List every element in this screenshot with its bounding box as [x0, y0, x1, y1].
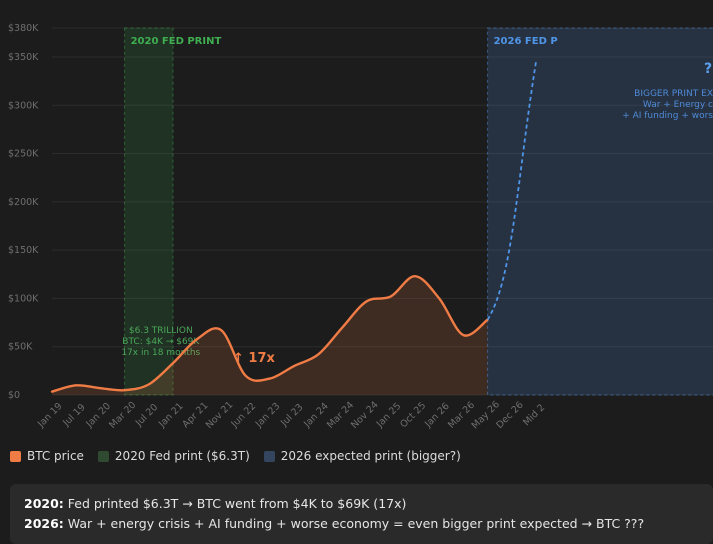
x-tick-label: Jan 26 — [422, 401, 452, 431]
y-tick-label: $50K — [8, 342, 33, 353]
band-2020-note-line: $6.3 TRILLION — [129, 326, 193, 336]
y-tick-label: $350K — [8, 52, 39, 63]
x-tick-label: Jul 19 — [60, 402, 87, 429]
legend-label-2026-print: 2026 expected print (bigger?) — [280, 449, 461, 463]
y-tick-label: $0 — [8, 390, 20, 401]
legend-swatch-2020-print — [97, 450, 109, 462]
y-tick-label: $150K — [8, 245, 39, 256]
legend-item-2020-print: 2020 Fed print ($6.3T) — [97, 449, 250, 463]
x-tick-label: Jul 23 — [278, 402, 305, 429]
band-2026-fed-print — [487, 27, 713, 396]
y-tick-label: $250K — [8, 149, 39, 160]
y-tick-label: $300K — [8, 100, 39, 111]
band-label-2020: 2020 FED PRINT — [131, 36, 222, 47]
band-2026-note-line: BIGGER PRINT EX — [634, 89, 713, 99]
x-tick-label: Oct 25 — [398, 400, 428, 430]
legend-swatch-2026-print — [263, 450, 275, 462]
y-tick-label: $380K — [8, 23, 39, 34]
note-line-2026: 2026: War + energy crisis + AI funding +… — [24, 514, 699, 534]
legend-label-btc-price: BTC price — [27, 449, 84, 463]
btc-price-area — [52, 276, 488, 395]
note-label-2020: 2020: — [24, 496, 64, 511]
note-label-2026: 2026: — [24, 516, 64, 531]
x-tick-label: Mid 2 — [521, 402, 547, 428]
band-2020-note-line: BTC: $4K → $69K — [122, 337, 200, 347]
x-tick-label: Jan 23 — [253, 401, 283, 431]
btc-price-line — [50, 275, 489, 393]
projection-line — [486, 61, 537, 321]
x-tick-label: Jan 19 — [35, 401, 65, 431]
legend-label-2020-print: 2020 Fed print ($6.3T) — [114, 449, 250, 463]
band-label-2026: 2026 FED P — [494, 36, 558, 47]
annotation-17x: ↑ 17x — [233, 351, 276, 366]
band-2026-note-line: War + Energy c — [643, 100, 713, 110]
legend-swatch-btc-price — [10, 450, 21, 462]
x-tick-label: Nov 21 — [204, 399, 236, 431]
x-tick-label: Jan 20 — [84, 401, 114, 431]
band-2020-note-line: 17x in 18 months — [121, 348, 200, 358]
x-tick-label: Mar 20 — [107, 400, 138, 431]
band-2026-question-mark: ? — [704, 61, 712, 77]
note-text-2026: War + energy crisis + AI funding + worse… — [63, 516, 645, 531]
legend-item-2026-print: 2026 expected print (bigger?) — [263, 449, 461, 463]
x-tick-label: Jan 24 — [301, 401, 331, 431]
x-tick-label: Nov 24 — [349, 399, 381, 431]
note-text-2020: Fed printed $6.3T → BTC went from $4K to… — [63, 496, 407, 511]
legend-item-btc-price: BTC price — [10, 449, 84, 463]
y-tick-label: $100K — [8, 293, 39, 304]
summary-note: 2020: Fed printed $6.3T → BTC went from … — [10, 484, 713, 544]
band-2020-fed-print — [124, 27, 174, 396]
chart-legend: BTC price 2020 Fed print ($6.3T) 2026 ex… — [10, 449, 461, 463]
x-tick-label: Jul 20 — [133, 402, 160, 429]
btc-chart: $0 $50K $100K $150K $200K $250K $300K $350K $380… — [8, 23, 713, 431]
band-2026-note-line: + AI funding + wors — [622, 111, 713, 121]
y-tick-label: $200K — [8, 197, 39, 208]
x-tick-label: Jan 21 — [156, 401, 186, 431]
note-line-2020: 2020: Fed printed $6.3T → BTC went from … — [24, 494, 699, 514]
